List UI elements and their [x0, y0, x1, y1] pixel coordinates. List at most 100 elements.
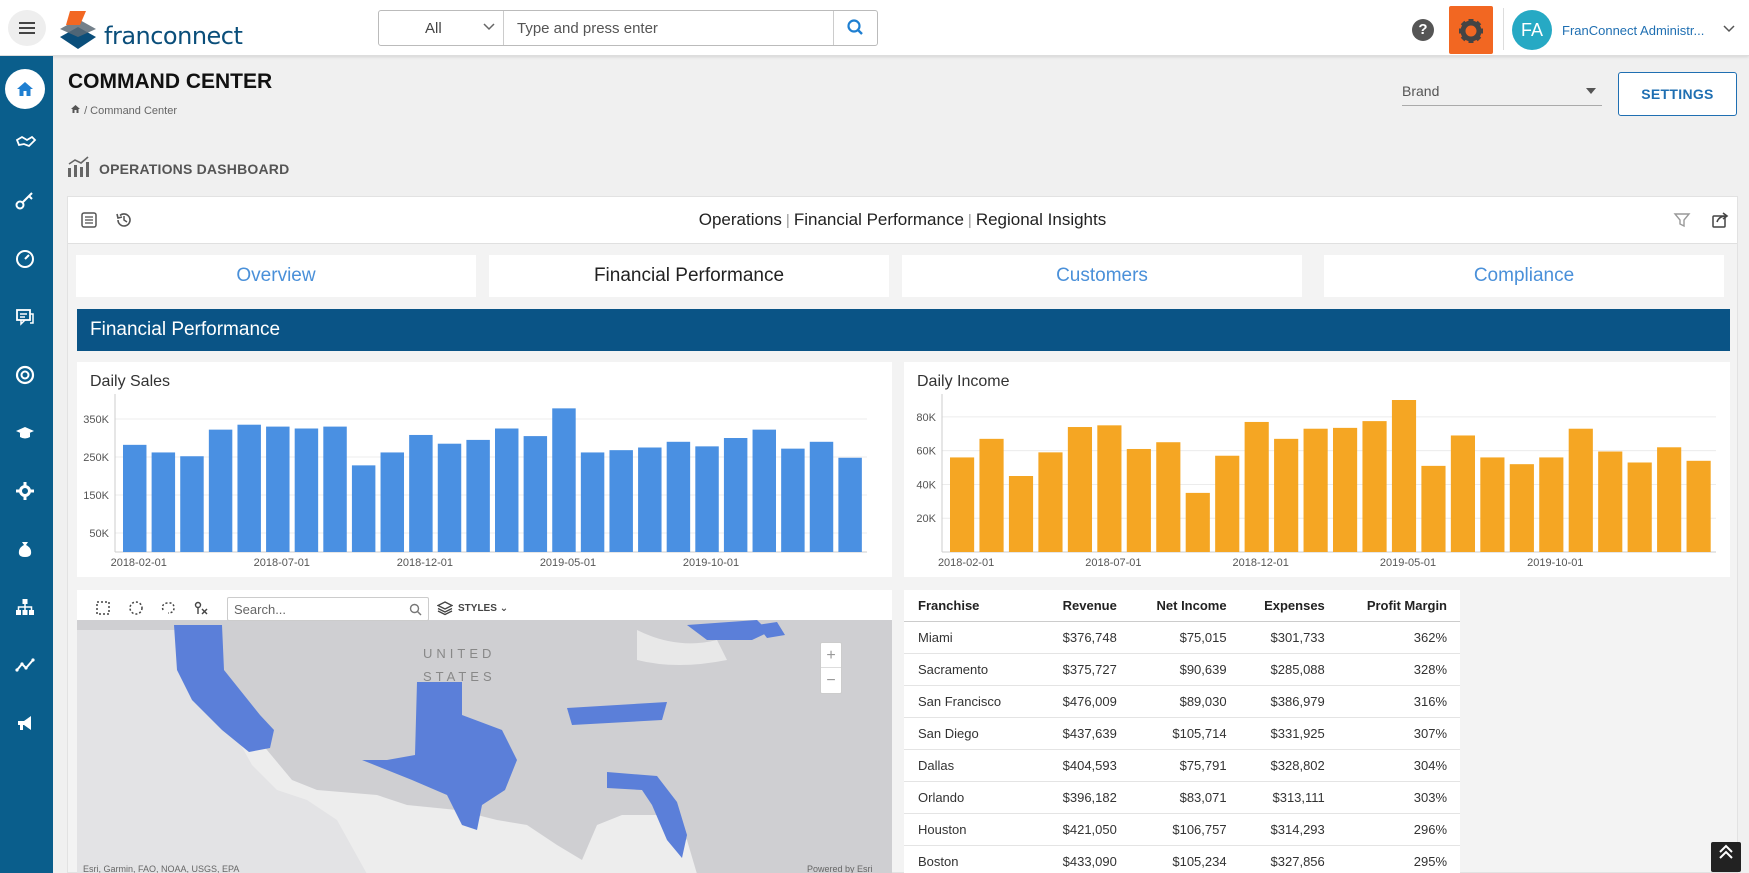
- table-row[interactable]: Boston $433,090 $105,234 $327,856 295%: [904, 845, 1460, 873]
- bar[interactable]: [323, 426, 347, 552]
- table-row[interactable]: Houston $421,050 $106,757 $314,293 296%: [904, 813, 1460, 846]
- bar[interactable]: [1097, 425, 1122, 552]
- state-florida[interactable]: [607, 772, 687, 858]
- daily-income-chart[interactable]: 20K 40K 60K 80K 2018-02-01 2018-07-01 2018-12-…: [904, 362, 1730, 577]
- bar[interactable]: [580, 452, 605, 552]
- bar[interactable]: [1627, 462, 1652, 552]
- bar[interactable]: [1333, 427, 1358, 552]
- column-header[interactable]: Profit Margin: [1337, 590, 1460, 622]
- bar[interactable]: [237, 424, 261, 552]
- state-new-york[interactable]: [687, 620, 769, 640]
- sidebar-item-analytics[interactable]: [0, 644, 53, 684]
- home-icon[interactable]: [70, 104, 81, 114]
- bar[interactable]: [1450, 435, 1476, 552]
- bar[interactable]: [1215, 455, 1240, 552]
- search-button[interactable]: [833, 11, 877, 45]
- bar[interactable]: [1156, 442, 1181, 552]
- bar[interactable]: [208, 429, 233, 552]
- bar[interactable]: [1657, 447, 1682, 552]
- highlighted-states[interactable]: [174, 620, 785, 858]
- bar[interactable]: [1008, 476, 1034, 552]
- brand-select[interactable]: Brand: [1402, 78, 1602, 106]
- table-row[interactable]: Dallas $404,593 $75,791 $328,802 304%: [904, 749, 1460, 782]
- bar[interactable]: [1303, 428, 1328, 552]
- menu-icon[interactable]: [8, 10, 46, 46]
- search-scope-select[interactable]: All: [379, 11, 504, 45]
- sidebar-item-handshake[interactable]: [0, 122, 53, 162]
- filter-icon[interactable]: [1673, 211, 1691, 234]
- bar[interactable]: [180, 456, 204, 552]
- bar[interactable]: [495, 428, 519, 553]
- bar[interactable]: [1421, 465, 1446, 552]
- table-row[interactable]: San Francisco $476,009 $89,030 $386,979 316%: [904, 685, 1460, 718]
- bar[interactable]: [723, 438, 748, 552]
- bar[interactable]: [466, 439, 490, 552]
- bar[interactable]: [1126, 448, 1151, 552]
- bar[interactable]: [1598, 451, 1623, 552]
- column-header[interactable]: Net Income: [1129, 590, 1240, 622]
- sidebar-item-finance[interactable]: [0, 528, 53, 568]
- map-styles-button[interactable]: STYLES ⌄: [458, 603, 508, 614]
- bar[interactable]: [294, 428, 319, 553]
- bar[interactable]: [1568, 428, 1593, 552]
- zoom-out-button[interactable]: −: [826, 672, 836, 689]
- bar[interactable]: [666, 441, 691, 552]
- franconnect-logo[interactable]: [56, 7, 256, 53]
- select-rectangle-icon[interactable]: [95, 600, 111, 616]
- bar[interactable]: [1067, 427, 1093, 552]
- bar[interactable]: [1185, 492, 1210, 552]
- sidebar-item-home[interactable]: [0, 68, 53, 109]
- state-california[interactable]: [174, 625, 274, 752]
- column-header[interactable]: Revenue: [1039, 590, 1130, 622]
- tab-compliance[interactable]: Compliance: [1324, 255, 1724, 297]
- dashboard-title-part[interactable]: Operations: [698, 210, 782, 229]
- bar[interactable]: [1539, 457, 1564, 552]
- bar[interactable]: [781, 448, 805, 552]
- bar[interactable]: [1509, 464, 1534, 552]
- dashboard-title-part[interactable]: Regional Insights: [975, 210, 1107, 229]
- bar[interactable]: [695, 446, 719, 552]
- table-row[interactable]: San Diego $437,639 $105,714 $331,925 307%: [904, 717, 1460, 750]
- tab-financial-performance[interactable]: Financial Performance: [489, 255, 889, 297]
- state-texas[interactable]: [362, 682, 517, 830]
- sidebar-item-chat[interactable]: [0, 296, 53, 336]
- bar[interactable]: [1362, 421, 1387, 552]
- bar[interactable]: [1274, 438, 1299, 552]
- bar[interactable]: [409, 434, 433, 552]
- sidebar-item-org[interactable]: [0, 586, 53, 626]
- bar[interactable]: [437, 443, 462, 552]
- map-search-input[interactable]: [228, 598, 398, 620]
- bar[interactable]: [950, 457, 975, 552]
- bar[interactable]: [838, 457, 862, 552]
- sidebar-item-training[interactable]: [0, 412, 53, 452]
- select-circle-icon[interactable]: [128, 600, 144, 616]
- layers-icon[interactable]: [437, 600, 453, 616]
- bar[interactable]: [1244, 421, 1269, 552]
- user-menu-chevron-icon[interactable]: [1723, 22, 1735, 37]
- bar[interactable]: [609, 450, 633, 552]
- state-massachusetts[interactable]: [757, 622, 785, 638]
- bar[interactable]: [1391, 400, 1417, 552]
- user-avatar[interactable]: FA: [1512, 10, 1552, 50]
- bar[interactable]: [638, 447, 662, 553]
- tab-customers[interactable]: Customers: [902, 255, 1302, 297]
- bar[interactable]: [351, 465, 376, 552]
- settings-button[interactable]: SETTINGS: [1618, 72, 1737, 116]
- map-canvas[interactable]: [77, 590, 892, 873]
- dashboard-title-part[interactable]: Financial Performance: [793, 210, 964, 229]
- search-input[interactable]: [505, 11, 835, 45]
- sidebar-item-support[interactable]: [0, 354, 53, 394]
- state-tennessee[interactable]: [567, 702, 667, 725]
- bar[interactable]: [1480, 457, 1505, 552]
- sidebar-item-gauge[interactable]: [0, 238, 53, 278]
- bar[interactable]: [266, 426, 290, 552]
- bar[interactable]: [380, 452, 405, 552]
- bar[interactable]: [523, 436, 548, 552]
- table-row[interactable]: Miami $376,748 $75,015 $301,733 362%: [904, 621, 1460, 654]
- bar[interactable]: [809, 441, 834, 552]
- help-icon[interactable]: ?: [1412, 19, 1434, 41]
- settings-gear-button[interactable]: [1449, 6, 1493, 54]
- bar[interactable]: [552, 408, 576, 552]
- daily-sales-chart[interactable]: 50K 150K 250K 350K 2018-02-01 2018-07-01 2018-…: [77, 362, 892, 577]
- select-lasso-icon[interactable]: [160, 600, 176, 616]
